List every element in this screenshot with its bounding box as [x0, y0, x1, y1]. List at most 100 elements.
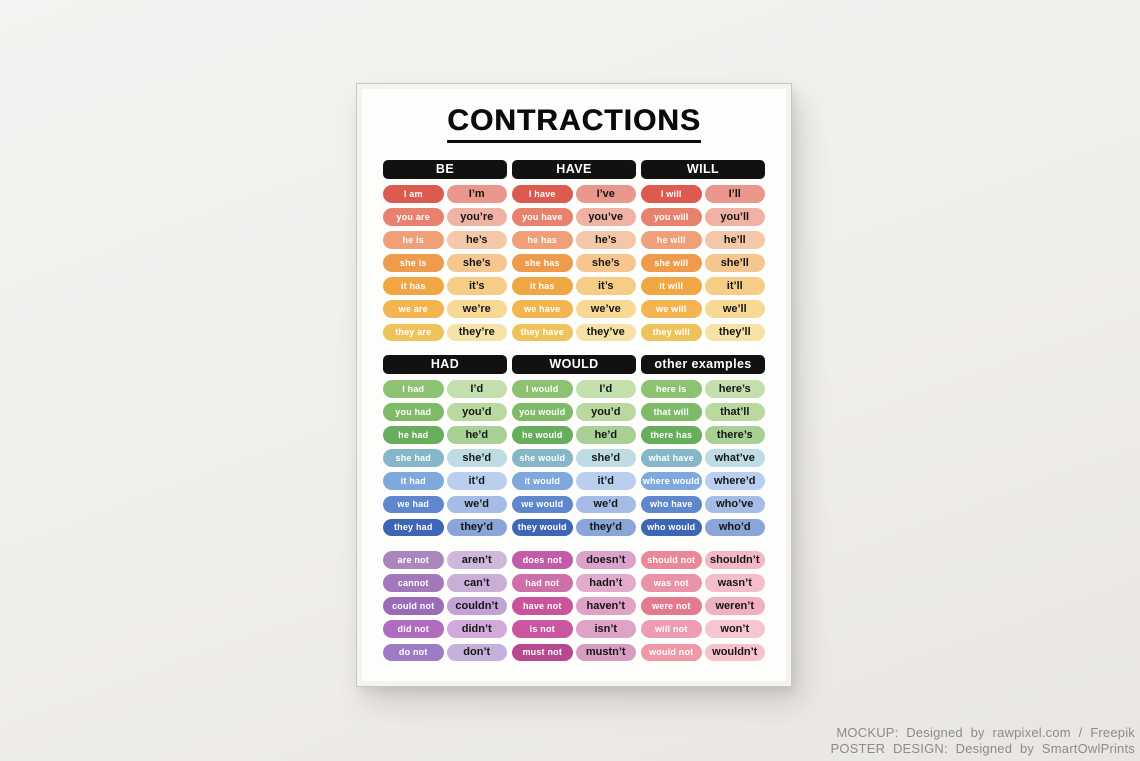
contraction-pill: here’s [704, 380, 765, 398]
contraction-pill: wasn’t [704, 574, 765, 592]
column-have: I have I’ve you have you’ve he has he’s she… [512, 185, 636, 342]
contraction-pill: haven’t [575, 597, 636, 615]
full-form-pill: they are [383, 323, 444, 342]
contraction-row: I have I’ve [512, 185, 636, 203]
contraction-pill: they’ll [704, 323, 765, 342]
contraction-row: he would he’d [512, 426, 636, 444]
contraction-pill: we’ll [704, 300, 765, 318]
full-form-pill: it would [512, 472, 573, 490]
full-form-pill: here is [641, 380, 702, 398]
contraction-row: I will I’ll [641, 185, 765, 203]
column-be: I am I’m you are you’re he is he’s she is sh… [383, 185, 507, 342]
column-had: I had I’d you had you’d he had he’d she had… [383, 380, 507, 537]
full-form-pill: you would [512, 403, 573, 421]
full-form-pill: she will [641, 254, 702, 272]
credits: MOCKUP: Designed by rawpixel.com / Freep… [831, 725, 1136, 757]
contraction-pill: they’d [446, 518, 507, 537]
poster-design-credit: POSTER DESIGN: Designed by SmartOwlPrint… [830, 741, 1135, 756]
contraction-row: were not weren’t [641, 597, 765, 615]
column-not-1: are not aren’t cannot can’t could not could… [383, 551, 507, 661]
header-had: HAD [383, 355, 507, 375]
contraction-pill: shouldn’t [704, 551, 765, 569]
contraction-pill: it’s [575, 277, 636, 295]
contraction-pill: couldn’t [446, 597, 507, 615]
contraction-row: he will he’ll [641, 231, 765, 249]
full-form-pill: had not [512, 574, 573, 592]
contraction-pill: he’d [446, 426, 507, 444]
contractions-poster: CONTRACTIONS BE HAVE WILL I am I’m you ar… [357, 84, 791, 686]
contraction-row: they will they’ll [641, 323, 765, 342]
section2-headers: HAD WOULD other examples [383, 355, 765, 375]
contraction-row: should not shouldn’t [641, 551, 765, 569]
full-form-pill: that will [641, 403, 702, 421]
contraction-row: who have who’ve [641, 495, 765, 514]
column-not-3: should not shouldn’t was not wasn’t were n… [641, 551, 765, 661]
full-form-pill: she had [383, 449, 444, 467]
full-form-pill: they would [512, 518, 573, 537]
full-form-pill: cannot [383, 574, 444, 592]
contraction-pill: it’d [575, 472, 636, 490]
section1-grid: I am I’m you are you’re he is he’s she is sh… [383, 185, 765, 342]
contraction-row: cannot can’t [383, 574, 507, 592]
contraction-pill: what’ve [704, 449, 765, 467]
contraction-row: there has there’s [641, 426, 765, 444]
full-form-pill: he is [383, 231, 444, 249]
mockup-credit: MOCKUP: Designed by rawpixel.com / Freep… [836, 725, 1135, 740]
full-form-pill: have not [512, 597, 573, 615]
contraction-pill: they’re [446, 323, 507, 342]
contraction-row: are not aren’t [383, 551, 507, 569]
contraction-pill: we’d [575, 495, 636, 514]
contraction-row: they are they’re [383, 323, 507, 342]
contraction-row: does not doesn’t [512, 551, 636, 569]
contraction-row: we are we’re [383, 300, 507, 318]
contraction-row: she had she’d [383, 449, 507, 467]
full-form-pill: they will [641, 323, 702, 342]
contraction-row: it has it’s [383, 277, 507, 295]
contraction-pill: I’ll [704, 185, 765, 203]
full-form-pill: it had [383, 472, 444, 490]
contraction-pill: we’d [446, 495, 507, 514]
full-form-pill: do not [383, 643, 444, 661]
full-form-pill: he would [512, 426, 573, 444]
contraction-row: was not wasn’t [641, 574, 765, 592]
full-form-pill: there has [641, 426, 702, 444]
contraction-pill: it’s [446, 277, 507, 295]
full-form-pill: I would [512, 380, 573, 398]
contraction-pill: he’s [446, 231, 507, 249]
contraction-pill: won’t [704, 620, 765, 638]
contraction-pill: that’ll [704, 403, 765, 421]
contraction-pill: where’d [704, 472, 765, 490]
contraction-row: where would where’d [641, 472, 765, 490]
contraction-pill: he’d [575, 426, 636, 444]
contraction-pill: we’ve [575, 300, 636, 318]
contraction-pill: it’ll [704, 277, 765, 295]
column-will: I will I’ll you will you’ll he will he’ll s… [641, 185, 765, 342]
contraction-pill: can’t [446, 574, 507, 592]
contraction-row: that will that’ll [641, 403, 765, 421]
full-form-pill: I am [383, 185, 444, 203]
contraction-row: she would she’d [512, 449, 636, 467]
full-form-pill: is not [512, 620, 573, 638]
contraction-row: you are you’re [383, 208, 507, 226]
full-form-pill: where would [641, 472, 702, 490]
contraction-row: you had you’d [383, 403, 507, 421]
full-form-pill: she is [383, 254, 444, 272]
contraction-pill: she’ll [704, 254, 765, 272]
contraction-row: they had they’d [383, 518, 507, 537]
contraction-pill: we’re [446, 300, 507, 318]
header-be: BE [383, 160, 507, 179]
full-form-pill: it will [641, 277, 702, 295]
full-form-pill: you are [383, 208, 444, 226]
full-form-pill: what have [641, 449, 702, 467]
full-form-pill: she has [512, 254, 573, 272]
contraction-row: will not won’t [641, 620, 765, 638]
contraction-row: who would who’d [641, 518, 765, 537]
contraction-row: could not couldn’t [383, 597, 507, 615]
full-form-pill: was not [641, 574, 702, 592]
contraction-row: have not haven’t [512, 597, 636, 615]
contraction-row: we would we’d [512, 495, 636, 514]
contraction-row: must not mustn’t [512, 643, 636, 661]
full-form-pill: did not [383, 620, 444, 638]
full-form-pill: we have [512, 300, 573, 318]
